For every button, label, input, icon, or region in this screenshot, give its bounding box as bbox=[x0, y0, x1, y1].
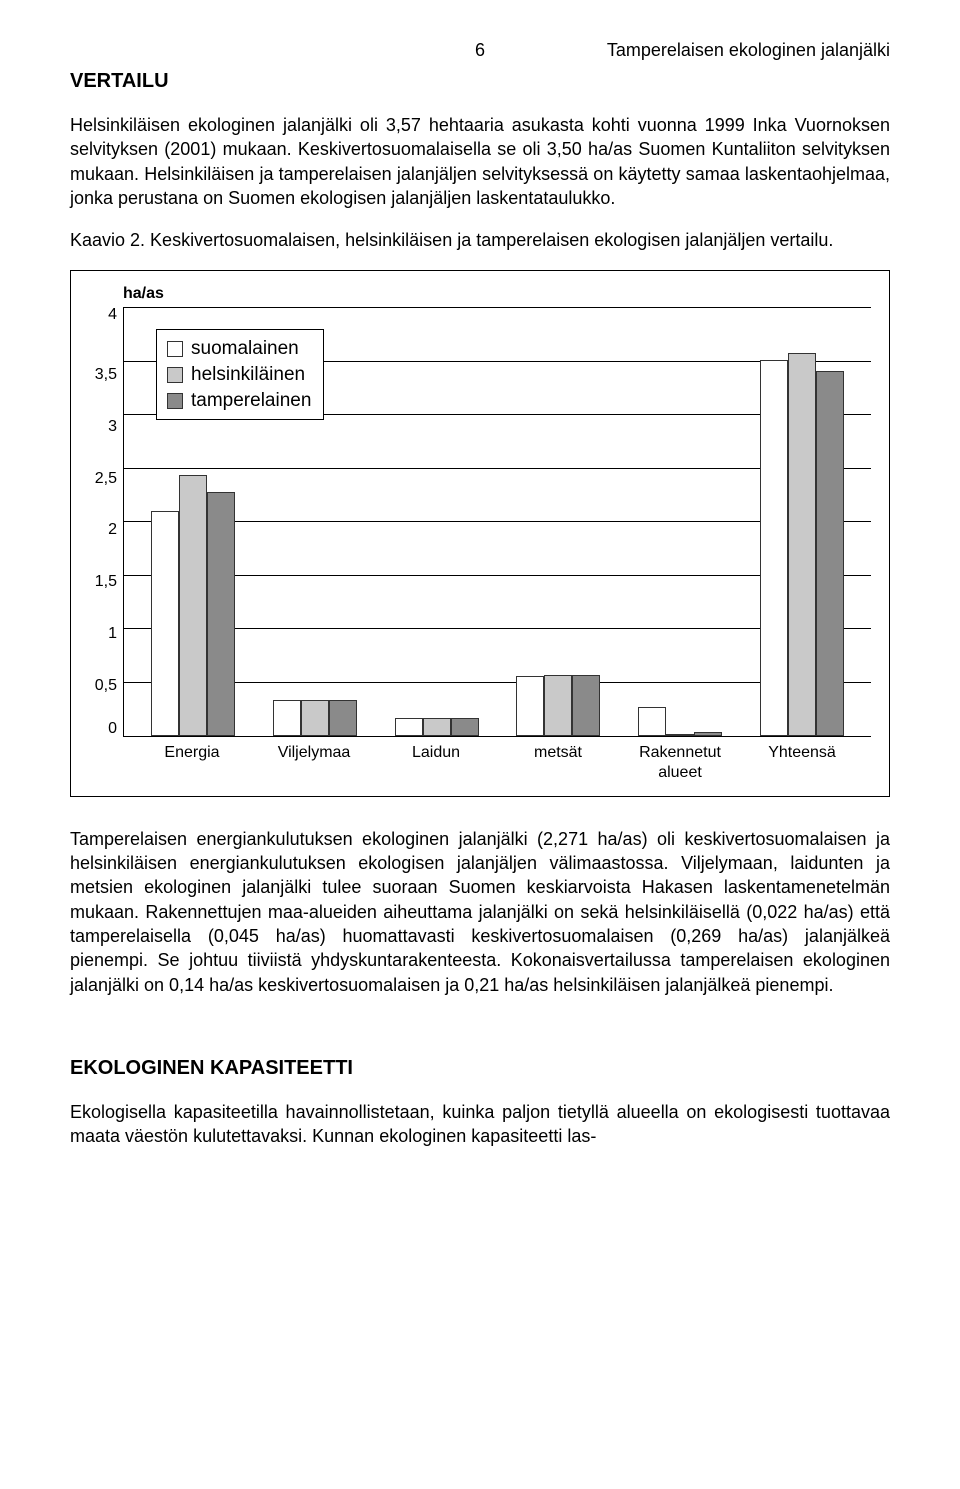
chart-legend-row: tamperelainen bbox=[167, 388, 311, 414]
chart-ytick-label: 1 bbox=[108, 626, 117, 642]
chart-xtick-label: Energia bbox=[131, 743, 253, 781]
chart-bar bbox=[301, 700, 329, 737]
chart-bar bbox=[329, 700, 357, 737]
chart-bar bbox=[572, 675, 600, 736]
chart-ytick-label: 0 bbox=[108, 721, 117, 737]
chart-bar bbox=[423, 718, 451, 736]
chart-bar bbox=[760, 360, 788, 736]
chart-ytick-label: 0,5 bbox=[95, 678, 117, 694]
section-title-kapasiteetti: EKOLOGINEN KAPASITEETTI bbox=[70, 1057, 890, 1080]
chart-bar bbox=[516, 676, 544, 736]
chart-bar bbox=[638, 707, 666, 736]
chart-ytick-label: 2,5 bbox=[95, 471, 117, 487]
chart-legend-label: suomalainen bbox=[191, 336, 299, 362]
chart-xtick-label: Viljelymaa bbox=[253, 743, 375, 781]
chart-bar-group bbox=[497, 675, 619, 736]
chart-plot-row: 4 3,5 3 2,5 2 1,5 1 0,5 0 suomalainenhelsinkiläi… bbox=[89, 307, 871, 737]
chart-xtick-label: Laidun bbox=[375, 743, 497, 781]
bar-chart: ha/as 4 3,5 3 2,5 2 1,5 1 0,5 0 suomalainenhelsi… bbox=[70, 270, 890, 796]
chart-bar bbox=[816, 371, 844, 737]
chart-xtick-label: metsät bbox=[497, 743, 619, 781]
chart-bar bbox=[694, 732, 722, 737]
chart-legend-label: tamperelainen bbox=[191, 388, 311, 414]
chart-bar-group bbox=[254, 700, 376, 737]
chart-bar bbox=[179, 475, 207, 736]
chart-yticks: 4 3,5 3 2,5 2 1,5 1 0,5 0 bbox=[89, 307, 123, 737]
chart-bar bbox=[666, 734, 694, 736]
chart-bar bbox=[273, 700, 301, 737]
chart-legend-row: suomalainen bbox=[167, 336, 311, 362]
section-title-vertailu: VERTAILU bbox=[70, 70, 890, 93]
chart-bar bbox=[788, 353, 816, 737]
chart-bar bbox=[451, 718, 479, 736]
chart-ytick-label: 1,5 bbox=[95, 574, 117, 590]
document-page: 6 Tamperelaisen ekologinen jalanjälki VE… bbox=[0, 0, 960, 1227]
chart-bar bbox=[207, 492, 235, 736]
chart-legend-swatch bbox=[167, 341, 183, 357]
chart-ylabel: ha/as bbox=[123, 285, 871, 303]
chart-legend: suomalainenhelsinkiläinentamperelainen bbox=[156, 329, 324, 420]
running-title: Tamperelaisen ekologinen jalanjälki bbox=[607, 40, 890, 61]
chart-xaxis: EnergiaViljelymaaLaidunmetsätRakennetuta… bbox=[123, 743, 871, 781]
paragraph: Ekologisella kapasiteetilla havainnollis… bbox=[70, 1100, 890, 1149]
chart-legend-label: helsinkiläinen bbox=[191, 362, 305, 388]
chart-legend-swatch bbox=[167, 367, 183, 383]
chart-bar-group bbox=[132, 475, 254, 736]
chart-bar bbox=[544, 675, 572, 736]
chart-ytick-label: 3 bbox=[108, 419, 117, 435]
chart-plot-area: suomalainenhelsinkiläinentamperelainen bbox=[123, 307, 871, 737]
paragraph: Helsinkiläisen ekologinen jalanjälki oli… bbox=[70, 113, 890, 210]
chart-bar-group bbox=[741, 353, 863, 737]
chart-bar-group bbox=[376, 718, 498, 736]
chart-legend-row: helsinkiläinen bbox=[167, 362, 311, 388]
paragraph-caption: Kaavio 2. Keskivertosuomalaisen, helsink… bbox=[70, 228, 890, 252]
page-number: 6 bbox=[475, 40, 485, 61]
chart-bar bbox=[151, 511, 179, 737]
chart-legend-swatch bbox=[167, 393, 183, 409]
chart-xtick-label: Rakennetutalueet bbox=[619, 743, 741, 781]
chart-bar bbox=[395, 718, 423, 736]
chart-ytick-label: 4 bbox=[108, 307, 117, 323]
chart-bar-group bbox=[619, 707, 741, 736]
chart-ytick-label: 3,5 bbox=[95, 367, 117, 383]
paragraph: Tamperelaisen energiankulutuksen ekologi… bbox=[70, 827, 890, 997]
chart-ytick-label: 2 bbox=[108, 522, 117, 538]
chart-xtick-label: Yhteensä bbox=[741, 743, 863, 781]
